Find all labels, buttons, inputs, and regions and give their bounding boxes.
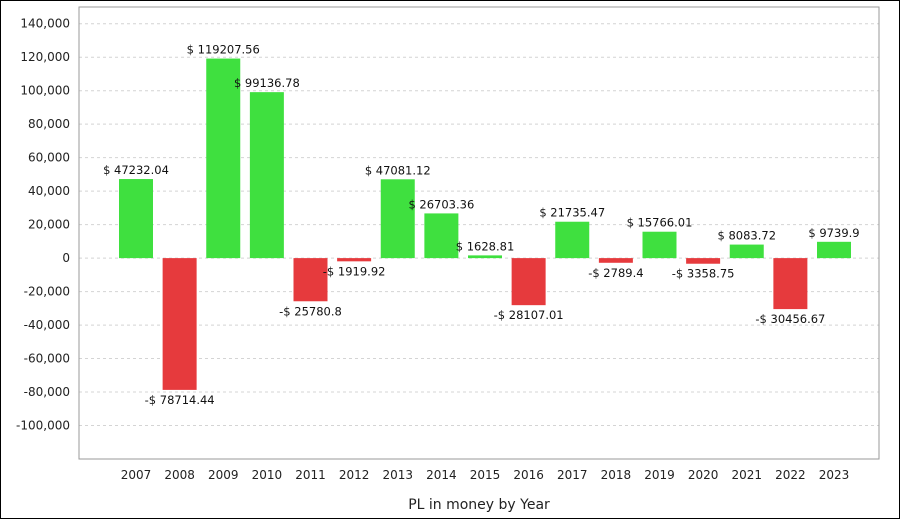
bar-2019 (642, 231, 677, 259)
data-label: $ 47232.04 (103, 163, 169, 177)
data-label: -$ 30456.67 (755, 312, 825, 326)
bar-2007 (119, 179, 153, 259)
y-tick-label: 100,000 (20, 84, 70, 98)
bar-2012 (337, 258, 372, 262)
bar-2010 (249, 92, 284, 259)
x-tick-label: 2023 (819, 468, 850, 482)
bar-2015 (468, 255, 502, 259)
bar-2018 (598, 258, 633, 263)
y-tick-label: 60,000 (28, 151, 70, 165)
x-tick-label: 2010 (252, 468, 283, 482)
y-tick-label: 120,000 (20, 50, 70, 64)
data-label: -$ 78714.44 (145, 393, 215, 407)
data-labels: $ 47232.04 -$ 78714.44 $ 119207.56 $ 99136.… (103, 43, 860, 407)
y-tick-label: -20,000 (24, 285, 70, 299)
data-label: $ 26703.36 (408, 197, 474, 211)
bar-2022 (773, 258, 808, 310)
bar-2011 (293, 258, 328, 302)
y-tick-label: 80,000 (28, 117, 70, 131)
y-tick-label: 0 (62, 251, 70, 265)
x-tick-label: 2013 (382, 468, 413, 482)
x-tick-label: 2011 (295, 468, 326, 482)
data-label: $ 1628.81 (456, 239, 515, 253)
y-tick-label: -80,000 (24, 385, 70, 399)
y-tick-label: 40,000 (28, 184, 70, 198)
x-tick-label: 2017 (557, 468, 588, 482)
data-label: -$ 3358.75 (672, 267, 735, 281)
gridlines (79, 23, 879, 427)
data-label: -$ 28107.01 (494, 308, 564, 322)
bar-2008 (162, 258, 197, 390)
data-label: $ 21735.47 (539, 206, 605, 220)
x-tick-label: 2015 (470, 468, 501, 482)
bar-2016 (511, 258, 546, 306)
x-tick-label: 2021 (731, 468, 762, 482)
y-tick-label: -40,000 (24, 318, 70, 332)
y-tick-label: 140,000 (20, 17, 70, 31)
data-label: $ 119207.56 (187, 43, 260, 57)
y-tick-label: -100,000 (16, 419, 70, 433)
bar-2013 (380, 179, 415, 259)
bar-2009 (206, 58, 241, 259)
bar-2021 (729, 244, 764, 259)
bar-2014 (424, 213, 459, 259)
x-tick-label: 2009 (208, 468, 239, 482)
x-tick-label: 2016 (513, 468, 544, 482)
data-label: $ 9739.9 (808, 226, 859, 240)
x-tick-labels: 2007 2008 2009 2010 2011 2012 2013 2014 2015 2016… (121, 468, 850, 482)
data-label: -$ 25780.8 (279, 304, 342, 318)
data-label: $ 47081.12 (365, 163, 431, 177)
data-label: $ 15766.01 (627, 216, 693, 230)
data-label: $ 99136.78 (234, 76, 300, 90)
x-axis-title: PL in money by Year (408, 497, 550, 513)
x-tick-label: 2014 (426, 468, 457, 482)
y-tick-labels: 140,000 120,000 100,000 80,000 60,000 40,000 2… (16, 17, 70, 433)
axes (78, 6, 880, 460)
x-tick-label: 2008 (164, 468, 195, 482)
data-label: $ 8083.72 (717, 229, 776, 243)
data-label: -$ 1919.92 (323, 264, 386, 278)
x-tick-label: 2022 (775, 468, 806, 482)
bar-2020 (686, 258, 721, 264)
x-tick-label: 2018 (601, 468, 632, 482)
x-tick-label: 2019 (644, 468, 675, 482)
plot-area-border (78, 6, 880, 460)
bar-2017 (555, 221, 590, 259)
bar-2023 (817, 241, 851, 259)
data-label: -$ 2789.4 (588, 266, 643, 280)
bars (119, 58, 851, 390)
y-tick-label: 20,000 (28, 218, 70, 232)
y-tick-label: -60,000 (24, 352, 70, 366)
x-tick-label: 2020 (688, 468, 719, 482)
x-tick-label: 2007 (121, 468, 152, 482)
x-tick-label: 2012 (339, 468, 370, 482)
